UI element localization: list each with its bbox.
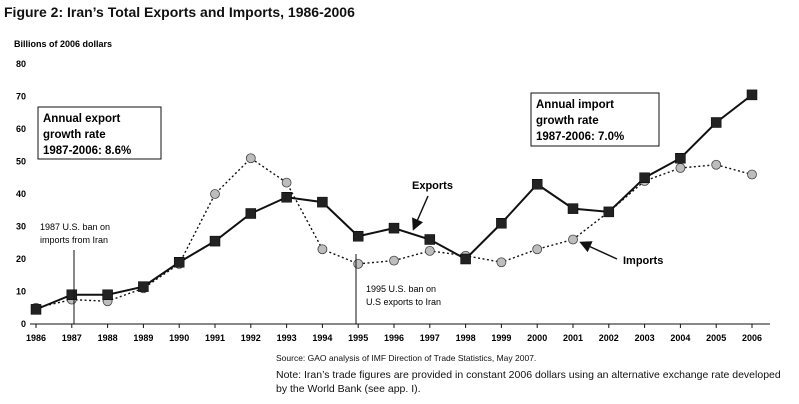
y-tick-label: 30 bbox=[16, 222, 26, 232]
x-tick-label: 2000 bbox=[527, 333, 547, 343]
export-box-line-3: 1987-2006: 8.6% bbox=[43, 145, 131, 157]
y-tick-label: 20 bbox=[16, 254, 26, 264]
imports-point bbox=[568, 234, 578, 245]
x-tick-label: 1998 bbox=[456, 333, 476, 343]
y-tick-label: 70 bbox=[16, 92, 26, 102]
exports-label-group: Exports bbox=[412, 180, 453, 231]
x-tick-label: 1999 bbox=[491, 333, 511, 343]
x-tick-label: 1990 bbox=[169, 333, 189, 343]
y-axis-title: Billions of 2006 dollars bbox=[14, 39, 112, 49]
footnote: Note: Iran’s trade figures are provided … bbox=[276, 369, 781, 395]
x-tick-label: 2002 bbox=[599, 333, 619, 343]
exports-point bbox=[209, 235, 221, 247]
x-tick-label: 1996 bbox=[384, 333, 404, 343]
exports-point bbox=[746, 89, 758, 101]
ban-1987-annotation: 1987 U.S. ban on imports from Iran bbox=[40, 222, 110, 324]
x-tick-label: 2003 bbox=[635, 333, 655, 343]
export-box-line-2: growth rate bbox=[43, 129, 106, 141]
ban-1995-line-1: 1995 U.S. ban on bbox=[366, 284, 436, 294]
import-growth-box: Annual import growth rate 1987-2006: 7.0… bbox=[530, 92, 660, 147]
exports-point bbox=[138, 281, 149, 292]
imports-point bbox=[747, 169, 757, 180]
x-tick-label: 2004 bbox=[670, 333, 690, 343]
exports-point bbox=[173, 257, 185, 268]
imports-arrow bbox=[579, 241, 618, 260]
x-tick-label: 1994 bbox=[312, 333, 332, 343]
y-tick-label: 50 bbox=[16, 157, 26, 167]
x-tick-label: 1988 bbox=[98, 333, 118, 343]
y-tick-label: 0 bbox=[21, 319, 26, 329]
figure-title: Figure 2: Iran’s Total Exports and Impor… bbox=[4, 4, 355, 20]
imports-point bbox=[424, 245, 435, 256]
source-note: Source: GAO analysis of IMF Direction of… bbox=[276, 353, 537, 363]
imports-label: Imports bbox=[623, 255, 663, 267]
ban-1995-line-2: U.S exports to Iran bbox=[366, 297, 441, 307]
y-tick-label: 10 bbox=[16, 287, 26, 297]
export-growth-box: Annual export growth rate 1987-2006: 8.6… bbox=[37, 106, 162, 160]
exports-point bbox=[567, 203, 579, 214]
imports-point bbox=[496, 257, 507, 268]
exports-point bbox=[388, 222, 400, 234]
imports-point bbox=[711, 159, 722, 170]
exports-point bbox=[281, 192, 292, 203]
y-tick-label: 40 bbox=[16, 189, 26, 199]
x-tick-label: 1997 bbox=[420, 333, 440, 343]
exports-point bbox=[710, 117, 722, 128]
x-tick-label: 1993 bbox=[277, 333, 297, 343]
x-tick-label: 2001 bbox=[563, 333, 583, 343]
x-tick-label: 1995 bbox=[348, 333, 368, 343]
y-tick-label: 60 bbox=[16, 124, 26, 134]
y-tick-label: 80 bbox=[16, 59, 26, 69]
imports-point bbox=[532, 244, 543, 255]
x-tick-label: 1991 bbox=[205, 333, 225, 343]
exports-point bbox=[245, 208, 257, 219]
import-box-line-3: 1987-2006: 7.0% bbox=[536, 131, 624, 143]
x-tick-label: 1989 bbox=[133, 333, 153, 343]
exports-point bbox=[102, 289, 113, 300]
exports-point bbox=[603, 206, 615, 218]
exports-point bbox=[317, 196, 328, 208]
exports-point bbox=[675, 153, 686, 164]
x-tick-label: 1992 bbox=[241, 333, 261, 343]
x-tick-label: 2006 bbox=[742, 333, 762, 343]
exports-point bbox=[66, 289, 78, 300]
x-tick-label: 2005 bbox=[706, 333, 726, 343]
x-tick-label: 1987 bbox=[62, 333, 82, 343]
exports-label: Exports bbox=[412, 180, 453, 192]
exports-point bbox=[460, 253, 471, 265]
ban-1987-line-1: 1987 U.S. ban on bbox=[40, 222, 110, 232]
imports-series-line bbox=[35, 157, 753, 309]
imports-point bbox=[245, 153, 256, 164]
imports-point bbox=[353, 258, 364, 269]
exports-point bbox=[496, 218, 507, 229]
import-box-line-1: Annual import bbox=[536, 99, 614, 111]
exports-point bbox=[30, 304, 42, 315]
imports-point bbox=[281, 177, 292, 188]
imports-label-group: Imports bbox=[579, 241, 663, 267]
imports-point bbox=[210, 189, 220, 199]
export-box-line-1: Annual export bbox=[43, 113, 120, 125]
exports-point bbox=[531, 179, 543, 190]
imports-point bbox=[675, 163, 686, 173]
imports-point bbox=[317, 244, 328, 255]
ban-1995-annotation: 1995 U.S. ban on U.S exports to Iran bbox=[355, 254, 441, 324]
ban-1987-line-2: imports from Iran bbox=[40, 235, 108, 245]
exports-point bbox=[352, 231, 364, 242]
exports-arrow bbox=[412, 195, 429, 231]
imports-point bbox=[389, 255, 399, 266]
exports-point bbox=[639, 172, 650, 183]
exports-point bbox=[424, 234, 436, 245]
x-tick-label: 1986 bbox=[26, 333, 46, 343]
import-box-line-2: growth rate bbox=[536, 115, 599, 127]
